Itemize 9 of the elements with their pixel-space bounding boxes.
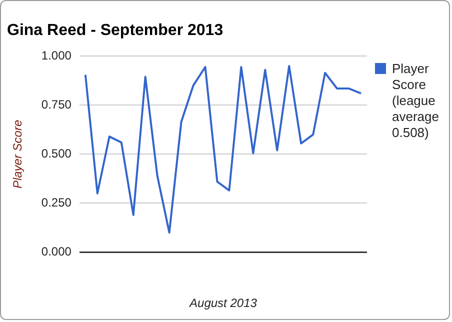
y-tick-label: 0.750 <box>41 98 72 112</box>
y-axis-title: Player Score <box>10 120 25 189</box>
x-axis-title: August 2013 <box>188 296 258 310</box>
y-tick-label: 0.250 <box>41 196 72 210</box>
legend-label: Player Score (league average 0.508) <box>392 61 440 141</box>
y-tick-label: 0.500 <box>41 146 72 161</box>
chart-title: Gina Reed - September 2013 <box>7 22 224 40</box>
y-tick-label: 1.000 <box>41 48 72 63</box>
y-tick-label: 0.000 <box>41 244 72 259</box>
